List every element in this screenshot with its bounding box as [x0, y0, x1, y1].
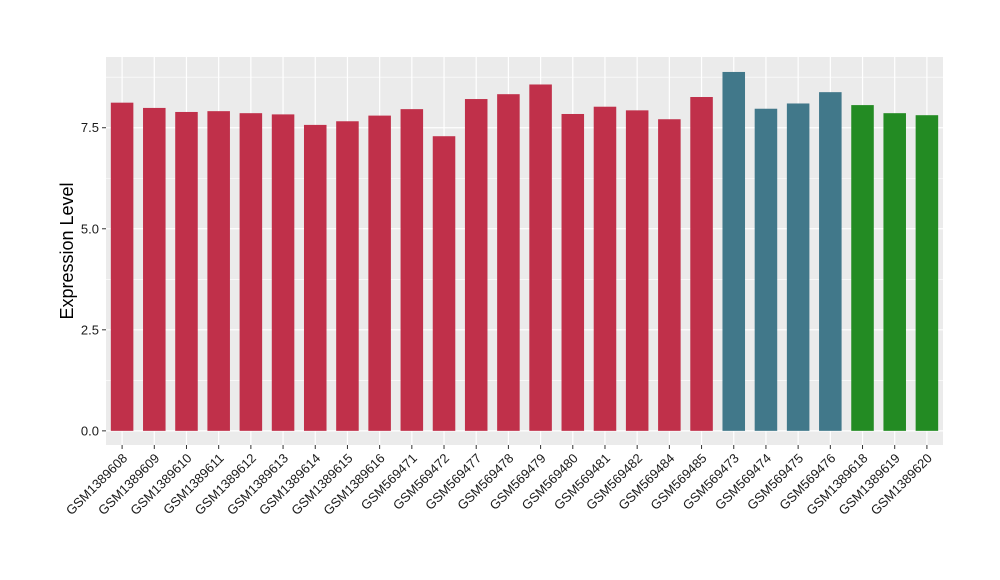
- x-axis: GSM1389608GSM1389609GSM1389610GSM1389611…: [63, 445, 935, 518]
- bar-GSM569472: [432, 136, 456, 431]
- bar-GSM569481: [593, 106, 617, 431]
- bar-GSM569485: [690, 97, 713, 431]
- bar-GSM1389618: [851, 105, 874, 431]
- plot-panel: [106, 57, 943, 445]
- bar-GSM1389613: [271, 114, 295, 431]
- bar-GSM1389619: [883, 113, 906, 431]
- bar-GSM1389608: [110, 102, 134, 431]
- bar-GSM1389616: [368, 115, 391, 431]
- bar-GSM569479: [529, 84, 552, 431]
- y-tick-label: 7.5: [81, 120, 99, 135]
- bar-GSM569478: [497, 94, 520, 431]
- bar-GSM569475: [786, 103, 810, 431]
- bar-GSM569480: [561, 113, 585, 431]
- bars: [110, 71, 939, 431]
- bar-GSM1389620: [915, 115, 939, 431]
- y-tick-label: 0.0: [81, 423, 99, 438]
- bar-GSM1389611: [207, 111, 230, 431]
- bar-GSM1389615: [336, 121, 359, 431]
- y-tick-label: 5.0: [81, 221, 99, 236]
- bar-GSM1389614: [303, 124, 327, 431]
- bar-GSM569471: [400, 109, 424, 431]
- bar-GSM1389609: [143, 107, 166, 431]
- bar-GSM569482: [625, 110, 649, 431]
- bar-GSM569474: [754, 108, 778, 431]
- bar-GSM1389612: [239, 113, 263, 431]
- y-axis: 0.0 2.5 5.0 7.5: [81, 120, 106, 438]
- y-axis-title: Expression Level: [57, 182, 77, 319]
- bar-GSM569477: [464, 99, 488, 431]
- bar-GSM569484: [658, 119, 681, 431]
- bar-GSM569476: [819, 92, 842, 431]
- y-tick-label: 2.5: [81, 322, 99, 337]
- bar-GSM1389610: [175, 111, 198, 431]
- bar-GSM569473: [722, 71, 746, 431]
